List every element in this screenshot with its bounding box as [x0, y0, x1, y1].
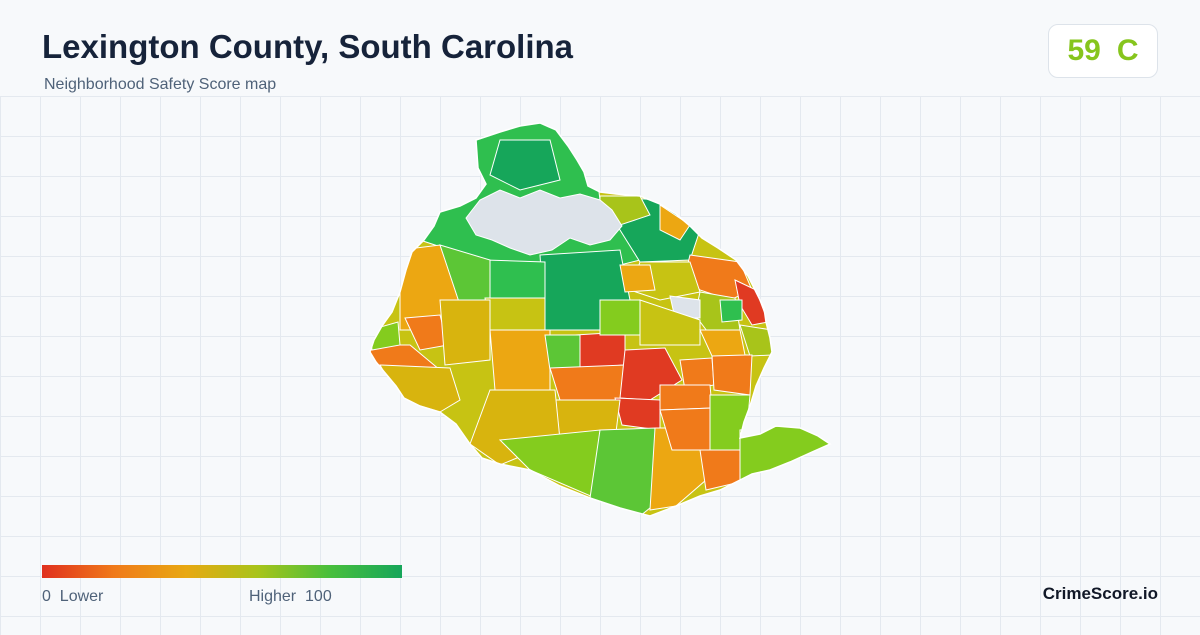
- region-west-olive[interactable]: [484, 297, 546, 331]
- legend-low-label: 0 Lower: [42, 588, 103, 606]
- region-center-orange-3[interactable]: [659, 384, 713, 411]
- region-east-amber[interactable]: [699, 329, 746, 357]
- score-grade: C: [1116, 34, 1139, 67]
- region-center-red-3[interactable]: [614, 397, 661, 431]
- region-center-orange[interactable]: [549, 364, 629, 401]
- lake-water: [465, 189, 623, 256]
- legend-gradient-bar: [42, 565, 402, 578]
- county-regions: [370, 123, 840, 516]
- legend-high-value: 100: [305, 588, 332, 605]
- region-center-west-amber[interactable]: [489, 329, 551, 391]
- legend-high-label: Higher 100: [249, 588, 332, 606]
- region-south-green[interactable]: [589, 427, 661, 516]
- region-center-green[interactable]: [544, 334, 581, 371]
- region-east-green-dot[interactable]: [719, 299, 743, 323]
- brand-logo-text[interactable]: CrimeScore.io: [1042, 584, 1158, 603]
- region-center-red-1[interactable]: [574, 331, 626, 369]
- legend-high-text: Higher: [249, 588, 297, 605]
- region-central-amber[interactable]: [619, 264, 656, 293]
- region-south-orange-2[interactable]: [699, 449, 741, 491]
- region-north-inner[interactable]: [489, 139, 561, 191]
- county-outline: [369, 122, 832, 517]
- region-nw-green[interactable]: [484, 259, 546, 301]
- page-title: Lexington County, South Carolina: [42, 28, 574, 65]
- score-badge: 59 C: [1048, 24, 1158, 78]
- region-center-lime[interactable]: [599, 299, 641, 336]
- region-sw-gold[interactable]: [379, 364, 461, 413]
- header-band: [0, 0, 1200, 96]
- region-west-lime[interactable]: [370, 321, 401, 351]
- score-value: 59: [1067, 34, 1101, 67]
- legend-low-value: 0: [42, 588, 51, 605]
- region-east-orange-2[interactable]: [711, 354, 753, 396]
- region-se-tail[interactable]: [739, 419, 840, 486]
- legend-low-text: Lower: [59, 588, 104, 605]
- page-subtitle: Neighborhood Safety Score map: [44, 76, 277, 93]
- region-west-gold[interactable]: [439, 299, 491, 366]
